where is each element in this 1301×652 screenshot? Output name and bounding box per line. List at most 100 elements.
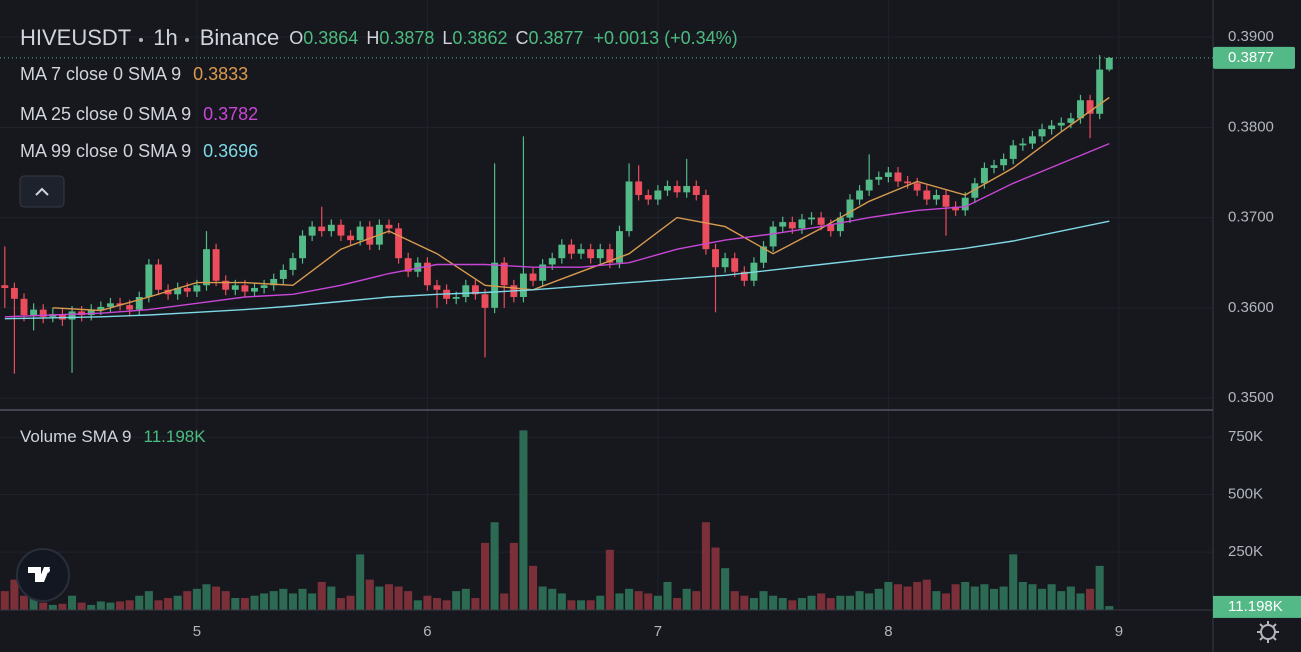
candle — [1009, 139, 1017, 165]
volume-bar — [557, 593, 566, 610]
candle-body — [1096, 69, 1104, 114]
candle-body — [183, 287, 191, 292]
volume-bar — [855, 591, 864, 610]
volume-bar — [250, 595, 259, 610]
volume-bar — [682, 588, 691, 610]
settings-button[interactable] — [1257, 621, 1279, 643]
candle-body — [808, 217, 816, 220]
ma-line — [52, 96, 1110, 312]
candle — [836, 212, 844, 237]
candle — [366, 221, 374, 251]
candle — [491, 163, 499, 314]
candle — [558, 239, 566, 264]
candle-body — [212, 249, 220, 281]
volume-bar — [212, 586, 221, 610]
price-pane — [1, 55, 1113, 374]
volume-bar — [288, 593, 297, 610]
candle — [596, 243, 604, 264]
volume-bar — [740, 595, 749, 610]
candle — [299, 230, 306, 264]
candle — [1019, 138, 1027, 151]
candle-body — [884, 172, 892, 177]
collapse-button[interactable] — [19, 175, 65, 208]
volume-bar — [404, 591, 413, 610]
candle-body — [606, 249, 614, 263]
symbol: HIVEUSDT — [20, 25, 131, 50]
candle-body — [231, 285, 239, 290]
candle-body — [270, 278, 278, 286]
volume-bar — [96, 601, 105, 610]
candle — [10, 282, 18, 374]
high-value: 0.3878 — [379, 28, 434, 48]
candle-body — [625, 181, 633, 232]
volume-bar — [730, 591, 739, 610]
volume-bar — [701, 522, 710, 610]
collapse-icon[interactable] — [35, 187, 49, 196]
candle-body — [318, 226, 326, 232]
candle-body — [1067, 118, 1075, 123]
logo-dot[interactable] — [44, 567, 50, 573]
candle — [39, 304, 47, 324]
volume-bar — [1076, 593, 1085, 610]
candle-body — [145, 264, 153, 297]
candle-body — [913, 183, 921, 191]
volume-bar — [1009, 554, 1018, 610]
volume-bar — [432, 598, 442, 610]
candle-body — [39, 309, 47, 317]
gear-teeth[interactable] — [1257, 621, 1279, 643]
volume-label: Volume SMA 9 — [20, 427, 132, 446]
y-tick-label: 0.3700 — [1228, 209, 1274, 226]
ma-legend-entry: MA 7 close 0 SMA 9 0.3833 — [20, 64, 248, 84]
candle — [135, 291, 143, 316]
volume-bar — [10, 579, 19, 610]
close-value: 0.3877 — [528, 28, 583, 48]
volume-bar — [183, 591, 192, 610]
volume-bar — [164, 598, 173, 610]
candle-body — [327, 224, 335, 232]
candle-body — [299, 235, 306, 259]
volume-bar — [836, 595, 845, 610]
candle-body — [952, 206, 960, 211]
tradingview-logo[interactable] — [16, 548, 70, 602]
x-tick-label: 9 — [1115, 623, 1123, 640]
candle — [145, 259, 153, 303]
ma-name: MA 25 close 0 SMA 9 — [20, 104, 191, 124]
volume-bar — [144, 591, 153, 610]
volume-bar — [711, 547, 720, 610]
candle-body — [423, 262, 431, 286]
low-value: 0.3862 — [452, 28, 507, 48]
candle-body — [1048, 125, 1056, 130]
volume-bar — [961, 581, 970, 610]
candle — [539, 259, 547, 287]
candle — [30, 303, 38, 331]
volume-bar — [653, 595, 662, 610]
volume-bar — [1066, 586, 1075, 610]
candle — [846, 194, 854, 223]
candle-body — [558, 244, 566, 259]
candle — [971, 177, 979, 204]
candle-body — [1028, 136, 1036, 144]
candle-body — [135, 296, 143, 310]
volume-bar — [384, 584, 394, 610]
volume-bar — [279, 588, 288, 610]
candle-body — [68, 311, 76, 320]
ma-name: MA 7 close 0 SMA 9 — [20, 64, 181, 84]
candle — [798, 213, 806, 234]
candle-body — [1009, 145, 1017, 159]
volume-bar — [999, 586, 1008, 610]
volume-bar — [202, 584, 211, 610]
volume-bar — [461, 588, 470, 610]
candle — [1038, 123, 1046, 142]
collapse-button-box[interactable] — [19, 175, 65, 208]
volume-bar — [125, 600, 134, 610]
volume-bar — [413, 600, 422, 610]
candle — [1048, 120, 1056, 135]
candle-body — [500, 262, 508, 286]
ma-name: MA 99 close 0 SMA 9 — [20, 141, 191, 161]
candle-body — [452, 296, 460, 299]
volume-bar — [663, 581, 672, 610]
volume-bar — [346, 595, 355, 610]
volume-bar — [673, 598, 682, 610]
candle — [270, 273, 278, 291]
